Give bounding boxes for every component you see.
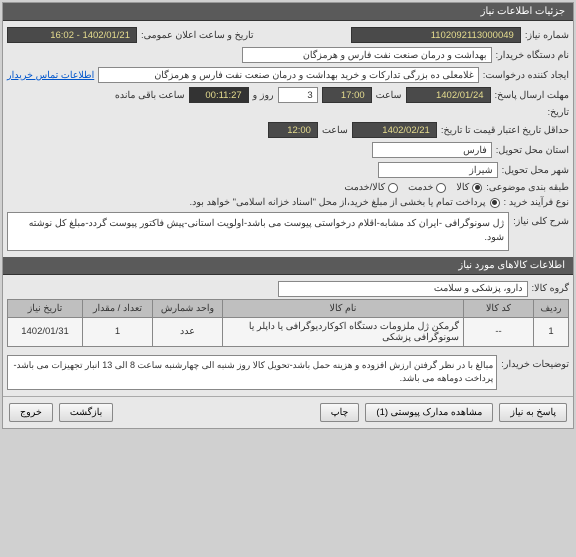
buttons-row: پاسخ به نیاز مشاهده مدارک پیوستی (1) چاپ… bbox=[3, 396, 573, 428]
cell-idx: 1 bbox=[534, 317, 569, 346]
goods-body: گروه کالا: دارو، پزشکی و سلامت ردیف کد ک… bbox=[3, 275, 573, 396]
org-label: نام دستگاه خریدار: bbox=[496, 50, 570, 61]
cell-qty: 1 bbox=[83, 317, 153, 346]
org-value: بهداشت و درمان صنعت نفت فارس و هرمزگان bbox=[242, 47, 492, 63]
cell-code: -- bbox=[464, 317, 534, 346]
col-code: کد کالا bbox=[464, 299, 534, 317]
cell-unit: عدد bbox=[153, 317, 223, 346]
history-label: تاریخ: bbox=[547, 107, 569, 118]
col-unit: واحد شمارش bbox=[153, 299, 223, 317]
days-suffix: روز و bbox=[253, 90, 274, 101]
need-no-label: شماره نیاز: bbox=[525, 30, 569, 41]
need-no-value: 1102092113000049 bbox=[351, 27, 521, 43]
countdown: 00:11:27 bbox=[189, 87, 249, 103]
buyer-note: مبالغ با در نظر گرفتن ارزش افزوده و هزین… bbox=[7, 355, 497, 390]
goods-group-label: گروه کالا: bbox=[532, 283, 569, 294]
exit-button[interactable]: خروج bbox=[9, 403, 53, 422]
creator-label: ایجاد کننده درخواست: bbox=[483, 70, 569, 81]
contact-link[interactable]: اطلاعات تماس خریدار bbox=[7, 70, 94, 81]
budget-radio-group: کالا خدمت کالا/خدمت bbox=[344, 182, 482, 193]
header-need-details: جزئیات اطلاعات نیاز bbox=[3, 3, 573, 21]
print-button[interactable]: چاپ bbox=[320, 403, 360, 422]
credit-label: حداقل تاریخ اعتبار قیمت تا تاریخ: bbox=[441, 125, 569, 136]
time-label-2: ساعت bbox=[322, 125, 348, 136]
table-header-row: ردیف کد کالا نام کالا واحد شمارش تعداد /… bbox=[8, 299, 569, 317]
desc-label: شرح کلی نیاز: bbox=[513, 212, 569, 227]
credit-date: 1402/02/21 bbox=[352, 122, 437, 138]
col-qty: تعداد / مقدار bbox=[83, 299, 153, 317]
province-label: استان محل تحویل: bbox=[496, 145, 569, 156]
announce-value: 1402/01/21 - 16:02 bbox=[7, 27, 137, 43]
deadline-date: 1402/01/24 bbox=[406, 87, 491, 103]
city-label: شهر محل تحویل: bbox=[502, 165, 569, 176]
remain-suffix: ساعت باقی مانده bbox=[115, 90, 185, 101]
deadline-time: 17:00 bbox=[322, 87, 372, 103]
buyer-note-label: توضیحات خریدار: bbox=[501, 355, 569, 370]
col-idx: ردیف bbox=[534, 299, 569, 317]
radio-service-circle bbox=[436, 183, 446, 193]
cell-date: 1402/01/31 bbox=[8, 317, 83, 346]
time-label-1: ساعت bbox=[376, 90, 402, 101]
main-panel: جزئیات اطلاعات نیاز شماره نیاز: 11020921… bbox=[2, 2, 574, 429]
header-goods: اطلاعات کالاهای مورد نیاز bbox=[3, 257, 573, 275]
radio-goods[interactable]: کالا bbox=[456, 182, 482, 193]
attachments-button[interactable]: مشاهده مدارک پیوستی (1) bbox=[365, 403, 493, 422]
radio-both-circle bbox=[388, 183, 398, 193]
table-row: 1 -- گرمکن ژل ملزومات دستگاه اکوکاردیوگر… bbox=[8, 317, 569, 346]
province-value: فارس bbox=[372, 142, 492, 158]
back-button[interactable]: بازگشت bbox=[59, 403, 113, 422]
budget-label: طبقه بندی موضوعی: bbox=[486, 182, 569, 193]
payment-radio-circle bbox=[490, 198, 500, 208]
radio-both[interactable]: کالا/خدمت bbox=[344, 182, 398, 193]
radio-service[interactable]: خدمت bbox=[408, 182, 446, 193]
reply-button[interactable]: پاسخ به نیاز bbox=[499, 403, 567, 422]
goods-table: ردیف کد کالا نام کالا واحد شمارش تعداد /… bbox=[7, 299, 569, 347]
payment-radio[interactable] bbox=[490, 198, 500, 208]
radio-goods-label: کالا bbox=[456, 182, 469, 193]
credit-time: 12:00 bbox=[268, 122, 318, 138]
radio-service-label: خدمت bbox=[408, 182, 433, 193]
cell-name: گرمکن ژل ملزومات دستگاه اکوکاردیوگرافی ی… bbox=[223, 317, 464, 346]
announce-label: تاریخ و ساعت اعلان عمومی: bbox=[141, 30, 254, 41]
payment-label: نوع فرآیند خرید : bbox=[504, 197, 569, 208]
desc-text: ژل سونوگرافی -ایران کد مشابه-اقلام درخوا… bbox=[7, 212, 509, 251]
col-name: نام کالا bbox=[223, 299, 464, 317]
goods-group-value: دارو، پزشکی و سلامت bbox=[278, 281, 528, 297]
creator-value: غلامعلی ده بزرگی تدارکات و خرید بهداشت و… bbox=[98, 67, 479, 83]
payment-note: پرداخت تمام یا بخشی از مبلغ خرید،از محل … bbox=[7, 197, 486, 208]
days-count: 3 bbox=[278, 87, 318, 103]
radio-both-label: کالا/خدمت bbox=[344, 182, 385, 193]
city-value: شیراز bbox=[378, 162, 498, 178]
deadline-label: مهلت ارسال پاسخ: bbox=[495, 90, 569, 101]
radio-goods-circle bbox=[472, 183, 482, 193]
form-body: شماره نیاز: 1102092113000049 تاریخ و ساع… bbox=[3, 21, 573, 257]
col-date: تاریخ نیاز bbox=[8, 299, 83, 317]
